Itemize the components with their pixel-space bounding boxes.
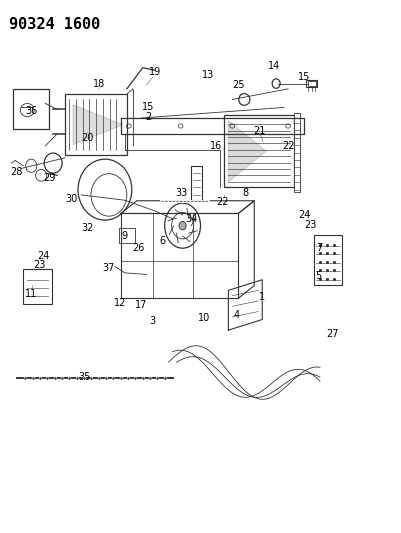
Bar <box>225 115 294 187</box>
Text: 27: 27 <box>326 329 339 340</box>
Text: 3: 3 <box>149 316 155 326</box>
Text: 15: 15 <box>142 102 154 112</box>
Text: 9: 9 <box>122 231 128 241</box>
Bar <box>306 80 317 87</box>
Text: 10: 10 <box>198 313 211 324</box>
Text: 8: 8 <box>242 188 248 198</box>
Text: 1: 1 <box>259 292 265 302</box>
Text: 25: 25 <box>232 80 245 90</box>
Text: 17: 17 <box>136 300 148 310</box>
Ellipse shape <box>179 221 186 230</box>
Text: 90324 1600: 90324 1600 <box>9 17 101 33</box>
Text: 37: 37 <box>102 263 114 272</box>
Text: 26: 26 <box>133 243 145 253</box>
Text: 29: 29 <box>43 173 55 183</box>
Text: 13: 13 <box>203 70 215 79</box>
Text: 22: 22 <box>217 197 229 207</box>
Text: 18: 18 <box>93 78 105 88</box>
Bar <box>308 81 316 86</box>
Text: 15: 15 <box>298 71 310 82</box>
Bar <box>119 228 135 243</box>
Text: 5: 5 <box>315 271 321 281</box>
Text: 36: 36 <box>25 106 37 116</box>
Bar <box>23 269 52 304</box>
Text: 35: 35 <box>78 372 90 382</box>
Text: 7: 7 <box>316 243 322 253</box>
Bar <box>294 113 300 192</box>
Text: 33: 33 <box>175 188 188 198</box>
Bar <box>65 94 127 155</box>
Text: 23: 23 <box>304 220 316 230</box>
Bar <box>314 235 342 285</box>
Text: 21: 21 <box>253 126 265 136</box>
Text: 16: 16 <box>210 141 223 151</box>
Text: 23: 23 <box>33 261 45 270</box>
Text: 2: 2 <box>146 112 152 122</box>
Text: 34: 34 <box>186 214 198 224</box>
Polygon shape <box>229 120 266 182</box>
Bar <box>13 89 49 128</box>
Text: 28: 28 <box>10 167 23 177</box>
Text: 20: 20 <box>81 133 93 143</box>
Text: 4: 4 <box>233 310 239 320</box>
Text: 32: 32 <box>81 223 93 233</box>
Text: 6: 6 <box>160 236 166 246</box>
Text: 19: 19 <box>149 68 161 77</box>
Bar <box>190 166 203 200</box>
Text: 24: 24 <box>299 209 311 220</box>
Text: 12: 12 <box>114 297 126 308</box>
Text: 14: 14 <box>268 61 280 71</box>
Text: 24: 24 <box>37 251 49 261</box>
Polygon shape <box>73 105 123 144</box>
Text: 22: 22 <box>283 141 295 151</box>
Text: 30: 30 <box>65 194 77 204</box>
Text: 11: 11 <box>25 289 37 299</box>
